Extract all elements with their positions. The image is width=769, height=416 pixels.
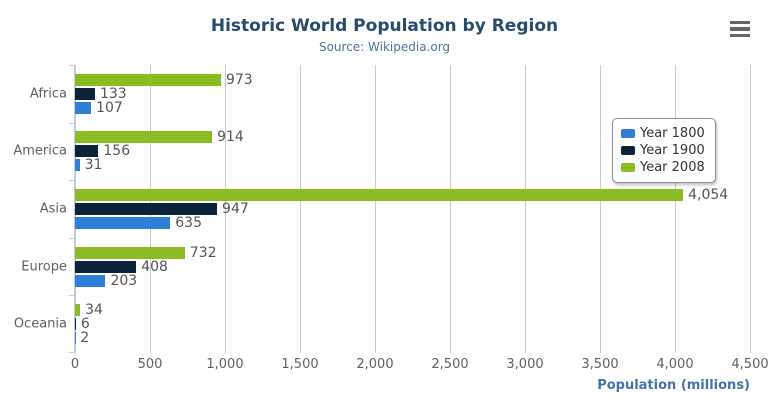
x-tick-label: 3,000 [506,357,544,372]
legend-item[interactable]: Year 1800 [621,126,705,141]
chart-title: Historic World Population by Region [210,16,559,36]
bar[interactable] [75,145,99,158]
category-row: Africa 973 133 107 [30,65,750,123]
gridline [525,65,526,353]
legend-item[interactable]: Year 1900 [621,143,705,158]
bar-value-label: 6 [80,316,90,333]
bar-line: 34 [75,302,750,319]
gridline [450,65,451,353]
bar[interactable] [75,73,221,86]
category-axis-tick [69,180,75,182]
legend-item-label: Year 1900 [640,143,705,158]
bar-value-label: 635 [175,214,202,231]
bar[interactable] [75,188,684,201]
x-axis-labels: 0 500 1,000 1,500 2,000 2,500 3,000 3,500 4,000 4… [71,357,769,373]
bar[interactable] [75,246,185,259]
bar[interactable] [75,87,95,100]
category-row: America 914 156 31 [13,123,750,181]
bar-line: 107 [75,99,750,116]
x-tick-label: 3,500 [581,357,619,372]
category-axis-tick [69,65,75,66]
legend-swatch-icon [621,163,635,172]
bar-line: 2 [75,330,750,347]
x-tick-label: 500 [137,357,163,372]
bar-value-label: 107 [96,99,123,116]
bar-line: 133 [75,85,750,102]
category-axis-tick [69,295,75,297]
legend-item-label: Year 1800 [640,126,705,141]
bar-value-label: 4,054 [688,186,729,203]
bar-line: 6 [75,316,750,333]
bar[interactable] [75,318,76,331]
bar-value-label: 203 [110,272,138,289]
x-axis-title: Population (millions) [597,378,750,393]
bar-line: 973 [75,71,750,88]
hamburger-menu-icon [730,21,750,25]
category-label: Asia [39,201,67,217]
bar[interactable] [75,159,80,172]
category-axis-tick [69,237,75,239]
context-menu-button[interactable] [730,21,751,37]
chart-subtitle: Source: Wikipedia.org [318,40,451,54]
gridline [600,65,601,353]
gridline [750,65,751,353]
bar-line: 203 [75,272,750,289]
gridline [374,65,376,353]
bar-value-label: 973 [225,71,253,88]
bar[interactable] [75,216,171,229]
bar-line: 732 [75,244,750,261]
bar[interactable] [75,260,137,273]
category-axis-tick [69,122,75,124]
x-tick-label: 2,500 [431,357,469,372]
bar-value-label: 2 [80,330,90,347]
x-tick-label: 1,500 [281,357,319,372]
gridline [674,65,676,353]
category-axis-tick [69,352,75,353]
x-tick-label: 2,000 [356,357,394,372]
bar[interactable] [75,131,213,144]
bar-value-label: 133 [99,85,127,102]
bar-line: 4,054 [75,186,750,203]
bar-line: 947 [75,200,750,217]
bar[interactable] [75,274,106,287]
bar-line: 31 [75,157,750,174]
gridline [300,65,301,353]
bar-value-label: 408 [141,258,168,275]
x-tick-label: 0 [70,357,80,372]
bar-value-label: 34 [85,302,103,319]
bar-line: 635 [75,214,750,231]
legend: Year 1800 Year 1900 Year 2008 [612,118,716,183]
legend-swatch-icon [621,129,635,138]
category-label: Europe [21,259,67,275]
bar-line: 156 [75,143,750,160]
legend-swatch-icon [621,146,635,155]
bar[interactable] [75,304,81,317]
y-axis-line [74,65,75,353]
bar-value-label: 732 [189,244,217,261]
legend-item-label: Year 2008 [640,160,705,175]
category-row: Oceania 34 6 2 [14,295,750,353]
bar-line: 408 [75,258,750,275]
bar-value-label: 156 [103,143,131,160]
x-tick-label: 4,500 [731,357,769,372]
category-label: Africa [29,86,67,102]
hamburger-menu-icon [730,33,750,37]
category-label: America [13,143,67,159]
x-tick-label: 4,000 [656,357,694,372]
bar[interactable] [75,202,218,215]
bar-value-label: 947 [222,200,249,217]
bar-value-label: 914 [217,129,244,146]
category-row: Europe 732 408 203 [21,238,750,296]
category-label: Oceania [13,316,67,332]
gridline [224,65,226,353]
category-row: Asia 4,054 947 635 [40,180,750,238]
bar-line: 914 [75,129,750,146]
hamburger-menu-icon [730,27,750,31]
plot-area: Africa 973 133 107 America 914 156 31 Asia 4,054 9… [13,65,751,353]
bar-value-label: 31 [84,157,103,174]
x-tick-label: 1,000 [206,357,244,372]
legend-item[interactable]: Year 2008 [621,160,705,175]
bar[interactable] [75,101,92,114]
